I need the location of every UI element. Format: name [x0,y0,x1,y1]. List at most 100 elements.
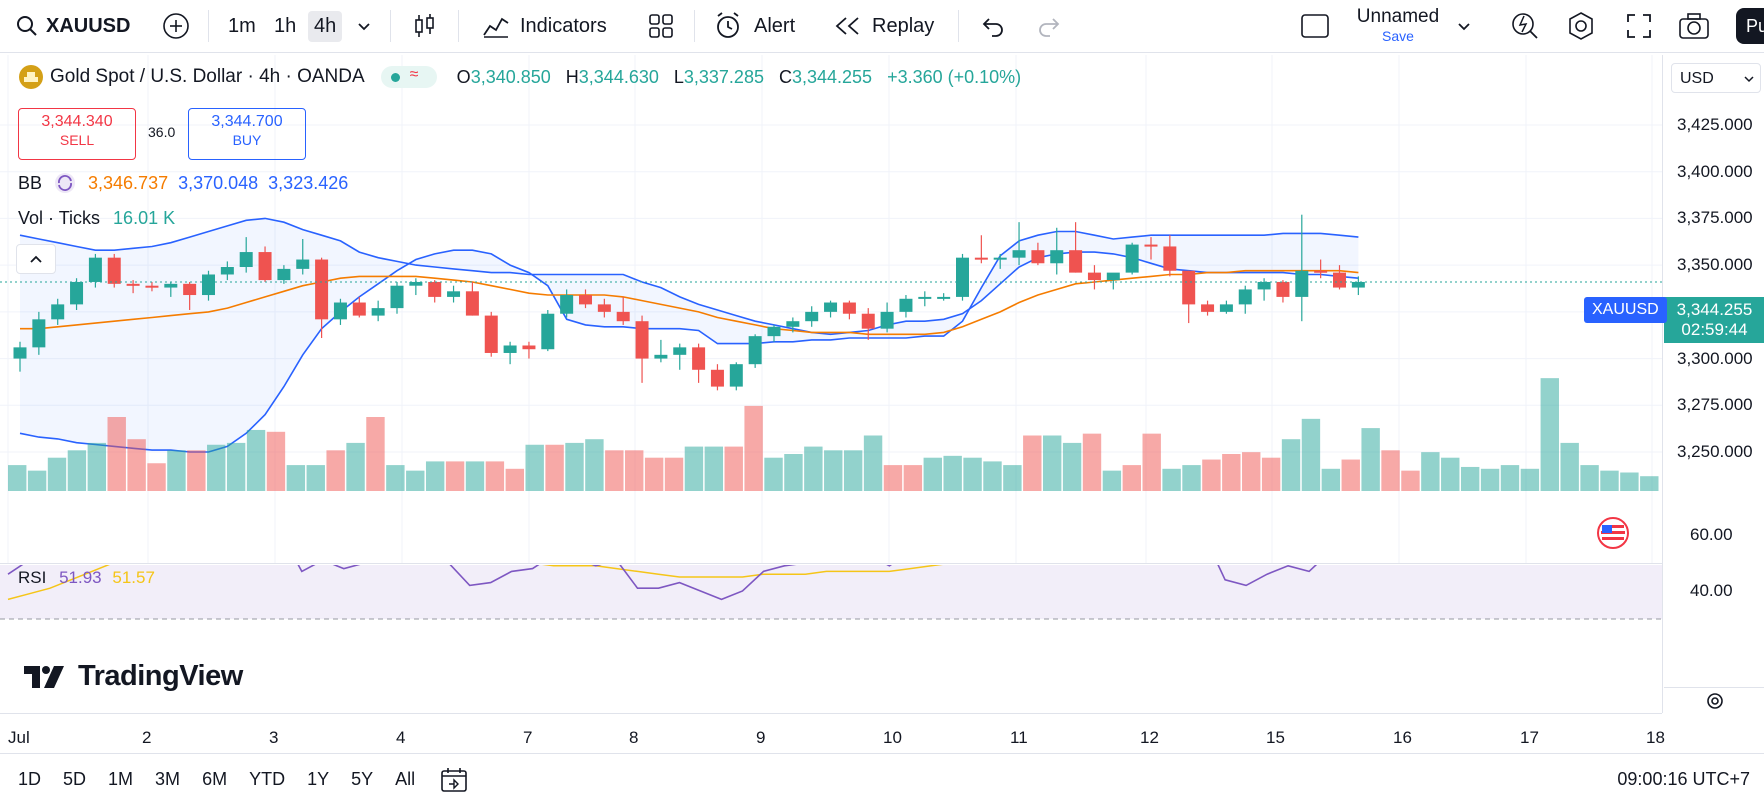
chart-settings-button[interactable] [1664,687,1764,714]
candle [239,237,253,273]
tradingview-logo-icon [24,665,64,688]
goto-date-button[interactable] [440,766,468,799]
candle-body [880,311,894,329]
candle [428,280,442,303]
candle [937,293,951,301]
time-tick: 18 [1646,728,1665,747]
time-tick: 9 [756,728,766,747]
sell-label: SELL [59,132,95,148]
range-5d-button[interactable]: 5D [63,768,87,789]
alert-button[interactable]: Alert [714,0,795,52]
fullscreen-button[interactable] [1626,0,1652,52]
market-status-badge[interactable]: ≈ [380,66,437,88]
range-6m-button[interactable]: 6M [202,768,228,789]
tradingview-logo[interactable]: TradingView [24,660,243,693]
camera-icon [1679,13,1709,39]
volume-bar [266,431,286,491]
volume-bar [1620,472,1639,491]
volume-bar [47,457,67,491]
candle [390,281,404,314]
candle-body [729,364,743,387]
fullscreen-icon [1627,14,1651,38]
sell-button[interactable]: 3,344.340 SELL [18,108,136,160]
time-tick: Jul [8,728,30,747]
quick-search-button[interactable] [1510,0,1540,52]
volume-bar [1102,470,1122,491]
currency-selector[interactable]: USD [1671,63,1761,93]
open-label: O [456,66,471,87]
candle-body [824,302,838,312]
time-tick: 2 [142,728,152,747]
candle [560,289,574,318]
candle-body [409,281,423,286]
publish-button[interactable]: Pu [1736,8,1764,44]
volume-bar [1321,468,1341,491]
volume-bar [883,465,903,491]
candle-body [277,268,291,281]
candle-body [1314,270,1328,273]
indicators-button[interactable]: Indicators [482,0,607,52]
candle-body [1351,281,1365,288]
volume-bar [306,465,325,491]
snapshot-button[interactable] [1678,0,1710,52]
chart-type-button[interactable] [412,0,438,52]
rsi-legend[interactable]: RSI 51.93 51.57 [18,568,155,588]
range-1d-button[interactable]: 1D [18,768,42,789]
rsi-chart[interactable] [0,565,1662,710]
candle [1257,278,1271,301]
replay-button[interactable]: Replay [834,0,934,52]
economic-events-button[interactable] [1596,516,1630,555]
candle-body [428,281,442,297]
timeframe-1m[interactable]: 1m [228,0,256,52]
layout-menu-dropdown[interactable] [1456,0,1472,52]
volume-bar [425,461,445,491]
candle-body [1257,281,1271,290]
last-price-label: 3,344.255 02:59:44 [1664,297,1764,343]
volume-bar [1202,459,1221,491]
candle [1087,265,1101,290]
time-tick: 8 [629,728,639,747]
timezone-clock[interactable]: 09:00:16 UTC+7 [1617,769,1750,789]
volume-legend[interactable]: Vol · Ticks 16.01 K [18,208,175,229]
buy-button[interactable]: 3,344.700 BUY [188,108,306,160]
candle-body [390,285,404,309]
layout-checkbox[interactable] [1300,0,1330,52]
candle [974,235,988,264]
time-axis[interactable]: Jul 2 3 4 7 8 9 10 11 12 15 16 17 18 [0,713,1665,754]
candle-body [767,326,781,337]
range-1m-button[interactable]: 1M [108,768,134,789]
compare-symbol-button[interactable] [162,0,190,52]
range-3m-button[interactable]: 3M [155,768,181,789]
redo-button[interactable] [1036,0,1062,52]
candle-body [503,345,517,353]
plus-circle-icon [163,13,189,39]
range-ytd-button[interactable]: YTD [249,768,286,789]
candle-body [805,311,819,322]
bottom-toolbar: 1D 5D 1M 3M 6M YTD 1Y 5Y All 09:00:16 UTC+7 [0,753,1764,804]
range-all-button[interactable]: All [395,768,416,789]
timeframe-dropdown[interactable] [356,0,372,52]
bollinger-basis-line [20,269,1359,336]
settings-button[interactable] [1566,0,1596,52]
collapse-legend-button[interactable] [16,244,56,274]
pane-separator[interactable] [0,563,1662,564]
symbol-search-button[interactable]: XAUUSD [16,0,130,52]
layout-save-button[interactable]: Unnamed Save [1350,6,1446,48]
range-5y-button[interactable]: 5Y [351,768,374,789]
timeframe-1h[interactable]: 1h [274,0,296,52]
undo-button[interactable] [980,0,1006,52]
volume-bar [664,457,684,491]
symbol-title[interactable]: Gold Spot / U.S. Dollar · 4h · OANDA [50,66,365,87]
timeframe-4h[interactable]: 4h [308,0,343,52]
high-value: 3,344.630 [578,66,659,87]
layouts-button[interactable] [648,0,674,52]
bb-legend[interactable]: BB 3,346.737 3,370.048 3,323.426 [18,172,348,194]
price-chart[interactable] [0,55,1662,563]
price-axis[interactable]: USD 3,425.000 3,400.000 3,375.000 3,350.000… [1662,55,1764,713]
range-1y-button[interactable]: 1Y [307,768,330,789]
volume-bar [1023,435,1042,491]
candle [673,343,687,370]
volume-bar [1341,459,1360,491]
candle [107,253,121,288]
volume-bar [1600,470,1619,491]
